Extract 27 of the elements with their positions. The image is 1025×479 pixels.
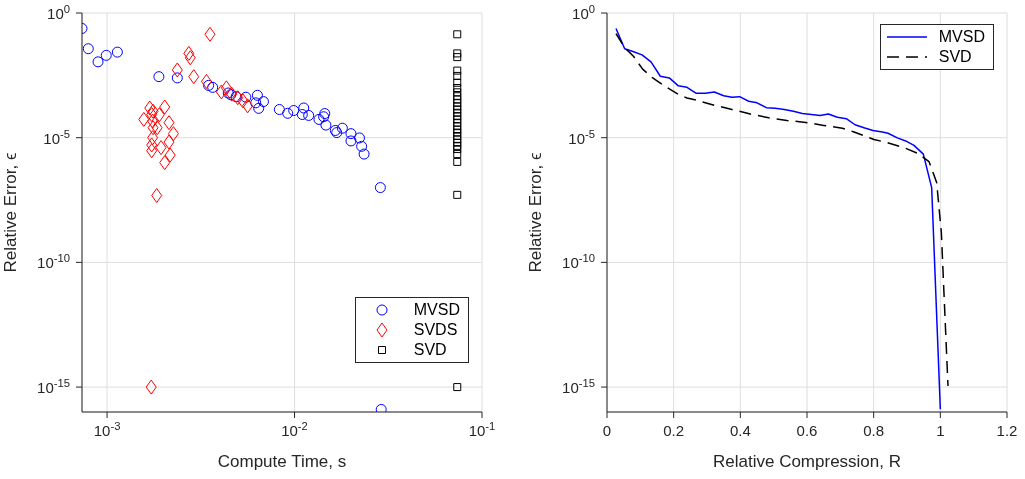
- x-tick-label: 0.2: [663, 422, 685, 439]
- x-tick-label: 0: [602, 422, 612, 439]
- y-axis-title: Relative Error, ϵ: [1, 152, 21, 273]
- legend-label: MVSD: [413, 301, 460, 319]
- x-tick-label: 10$^{-1}$: [468, 420, 496, 439]
- y-tick-label: 10$^{0}$: [572, 3, 595, 22]
- legend-label: MVSD: [938, 28, 985, 46]
- x-tick-label: 10$^{-3}$: [93, 420, 121, 439]
- x-tick-label: 1: [936, 422, 945, 439]
- x-tick-label: 0.6: [796, 422, 818, 439]
- y-tick-label: 10$^{0}$: [47, 3, 70, 22]
- legend-label: SVDS: [413, 321, 458, 339]
- x-tick-label: 1.2: [996, 422, 1018, 439]
- y-tick-label: 10$^{-15}$: [37, 377, 70, 397]
- legend-label: SVD: [938, 48, 972, 66]
- x-tick-label: 0.8: [863, 422, 885, 439]
- y-tick-label: 10$^{-15}$: [562, 377, 595, 397]
- x-tick-label: 10$^{-2}$: [281, 420, 308, 439]
- y-tick-label: 10$^{-10}$: [562, 252, 595, 272]
- y-tick-label: 10$^{-5}$: [568, 127, 595, 147]
- x-axis-title: Relative Compression, R: [712, 452, 902, 471]
- y-tick-label: 10$^{-5}$: [43, 127, 70, 147]
- legend-label: SVD: [413, 341, 447, 359]
- y-tick-label: 10$^{-10}$: [37, 252, 70, 272]
- y-axis-title: Relative Error, ϵ: [526, 152, 546, 273]
- x-tick-label: 0.4: [729, 422, 751, 439]
- x-axis-title: Compute Time, s: [217, 452, 347, 471]
